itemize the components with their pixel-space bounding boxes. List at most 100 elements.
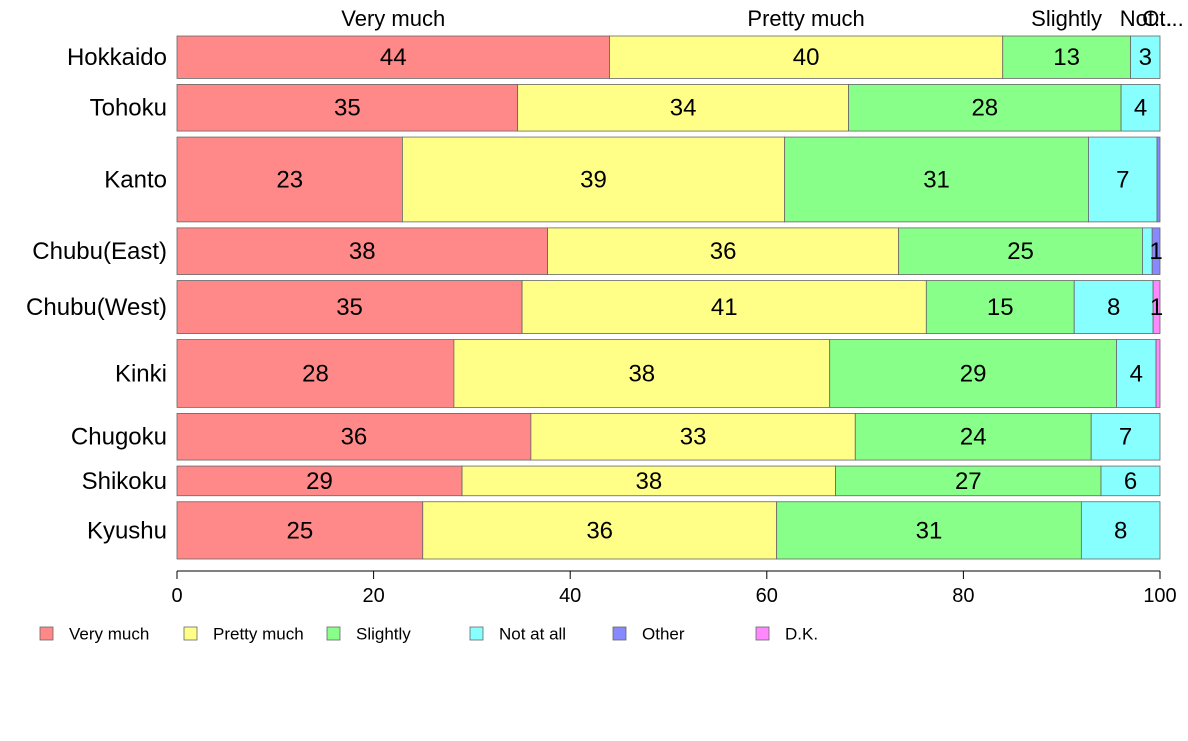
- category-label-shikoku: Shikoku: [82, 468, 167, 495]
- bar-chugoku-not-at-all: [1090, 413, 1161, 461]
- top-label-4: Ot...: [1142, 6, 1184, 31]
- data-label-kinki-slightly: 29: [960, 360, 987, 387]
- data-label-kyushu-very-much: 25: [287, 517, 314, 544]
- legend-label-pretty-much: Pretty much: [213, 625, 304, 644]
- data-label-kanto-slightly: 31: [923, 166, 950, 193]
- legend-label-not-at-all: Not at all: [499, 625, 566, 644]
- bar-kanto-very-much: [176, 136, 403, 223]
- data-label-chubu-east-pretty-much: 36: [710, 238, 737, 265]
- bar-chubu-west-pretty-much: [521, 280, 927, 334]
- data-label-chubu-west-slightly: 15: [987, 294, 1014, 321]
- bar-shikoku-slightly: [835, 465, 1102, 497]
- bar-tohoku-slightly: [848, 84, 1122, 132]
- bar-chubu-west-slightly: [925, 280, 1075, 334]
- bar-chubu-west-not-at-all: [1073, 280, 1154, 334]
- legend-swatch-very-much: [39, 626, 54, 641]
- legend-swatch-slightly: [326, 626, 341, 641]
- data-label-kyushu-not-at-all: 8: [1114, 517, 1127, 544]
- data-label-kinki-very-much: 28: [302, 360, 329, 387]
- bar-shikoku-very-much: [176, 465, 463, 497]
- bars-group: 44 40 13 3 35 34 28 4 23 39 31 7 38 36 25 1 35 41 15 8 1 28 38…: [176, 35, 1163, 560]
- category-label-kinki: Kinki: [115, 360, 167, 387]
- data-label-chugoku-not-at-all: 7: [1119, 424, 1132, 451]
- x-tick-label-0: 0: [171, 585, 182, 607]
- top-label-0: Very much: [341, 6, 445, 31]
- data-label-chugoku-pretty-much: 33: [680, 424, 707, 451]
- bar-chugoku-very-much: [176, 413, 532, 461]
- top-label-1: Pretty much: [747, 6, 864, 31]
- data-label-kanto-very-much: 23: [276, 166, 303, 193]
- bar-kinki-d-k: [1155, 339, 1161, 408]
- bar-chugoku-pretty-much: [530, 413, 856, 461]
- data-label-chubu-west-pretty-much: 41: [711, 294, 738, 321]
- bar-kinki-pretty-much: [453, 339, 831, 408]
- legend-swatch-not-at-all: [469, 626, 484, 641]
- bar-tohoku-pretty-much: [517, 84, 849, 132]
- category-label-chubu-east: Chubu(East): [32, 238, 167, 265]
- bar-kanto-pretty-much: [402, 136, 786, 223]
- legend-swatch-other: [612, 626, 627, 641]
- top-label-3: Not...: [1120, 6, 1173, 31]
- bar-kanto-not-at-all: [1088, 136, 1158, 223]
- category-labels: Hokkaido Tohoku Kanto Chubu(East) Chubu(West…: [26, 44, 167, 544]
- category-label-tohoku: Tohoku: [90, 95, 167, 122]
- top-label-2: Slightly: [1031, 6, 1102, 31]
- bar-chubu-west-d-k: [1152, 280, 1161, 334]
- x-tick-label-20: 20: [362, 585, 384, 607]
- bar-tohoku-not-at-all: [1120, 84, 1161, 132]
- legend-label-very-much: Very much: [69, 625, 149, 644]
- legend-swatch-d-k: [755, 626, 770, 641]
- bar-kinki-slightly: [829, 339, 1117, 408]
- x-tick-label-40: 40: [559, 585, 581, 607]
- x-axis: 0 20 40 60 80 100: [171, 570, 1177, 607]
- data-label-chugoku-very-much: 36: [341, 424, 368, 451]
- bar-chubu-east-slightly: [898, 227, 1143, 275]
- category-label-kanto: Kanto: [104, 166, 167, 193]
- data-label-hokkaido-not-at-all: 3: [1139, 44, 1152, 71]
- bar-kinki-not-at-all: [1116, 339, 1157, 408]
- category-label-chugoku: Chugoku: [71, 424, 167, 451]
- data-label-shikoku-very-much: 29: [306, 468, 333, 495]
- bar-kinki-very-much: [176, 339, 455, 408]
- bar-hokkaido-not-at-all: [1130, 35, 1161, 79]
- data-label-tohoku-not-at-all: 4: [1134, 95, 1147, 122]
- data-label-shikoku-slightly: 27: [955, 468, 982, 495]
- x-tick-label-60: 60: [756, 585, 778, 607]
- bar-chubu-east-pretty-much: [547, 227, 900, 275]
- legend-label-other: Other: [642, 625, 685, 644]
- bar-tohoku-very-much: [176, 84, 519, 132]
- legend-label-slightly: Slightly: [356, 625, 411, 644]
- legend: Very much Pretty much Slightly Not at all Ot…: [39, 625, 818, 644]
- bar-hokkaido-very-much: [176, 35, 610, 79]
- bar-chugoku-slightly: [854, 413, 1092, 461]
- bar-chubu-east-very-much: [176, 227, 548, 275]
- data-label-tohoku-slightly: 28: [971, 95, 998, 122]
- data-label-hokkaido-slightly: 13: [1053, 44, 1080, 71]
- data-label-kinki-not-at-all: 4: [1130, 360, 1143, 387]
- data-label-kanto-not-at-all: 7: [1116, 166, 1129, 193]
- bar-hokkaido-pretty-much: [609, 35, 1004, 79]
- bar-hokkaido-slightly: [1002, 35, 1131, 79]
- data-label-kanto-pretty-much: 39: [580, 166, 607, 193]
- bar-kyushu-not-at-all: [1080, 501, 1161, 560]
- bar-chubu-east-other: [1151, 227, 1161, 275]
- data-label-chubu-west-d-k: 1: [1150, 294, 1163, 321]
- data-label-tohoku-pretty-much: 34: [670, 95, 697, 122]
- category-label-hokkaido: Hokkaido: [67, 44, 167, 71]
- x-tick-label-80: 80: [952, 585, 974, 607]
- bar-kyushu-slightly: [776, 501, 1082, 560]
- data-label-tohoku-very-much: 35: [334, 95, 361, 122]
- data-label-hokkaido-very-much: 44: [380, 44, 407, 71]
- bar-shikoku-not-at-all: [1100, 465, 1161, 497]
- x-tick-label-100: 100: [1143, 585, 1176, 607]
- data-label-shikoku-pretty-much: 38: [635, 468, 662, 495]
- category-label-chubu-west: Chubu(West): [26, 294, 167, 321]
- legend-swatch-pretty-much: [183, 626, 198, 641]
- data-label-kyushu-slightly: 31: [916, 517, 943, 544]
- data-label-chubu-west-very-much: 35: [336, 294, 363, 321]
- bar-shikoku-pretty-much: [461, 465, 837, 497]
- top-series-labels: Very much Pretty much Slightly Not...Ot...: [341, 6, 1183, 31]
- bar-chubu-west-very-much: [176, 280, 523, 334]
